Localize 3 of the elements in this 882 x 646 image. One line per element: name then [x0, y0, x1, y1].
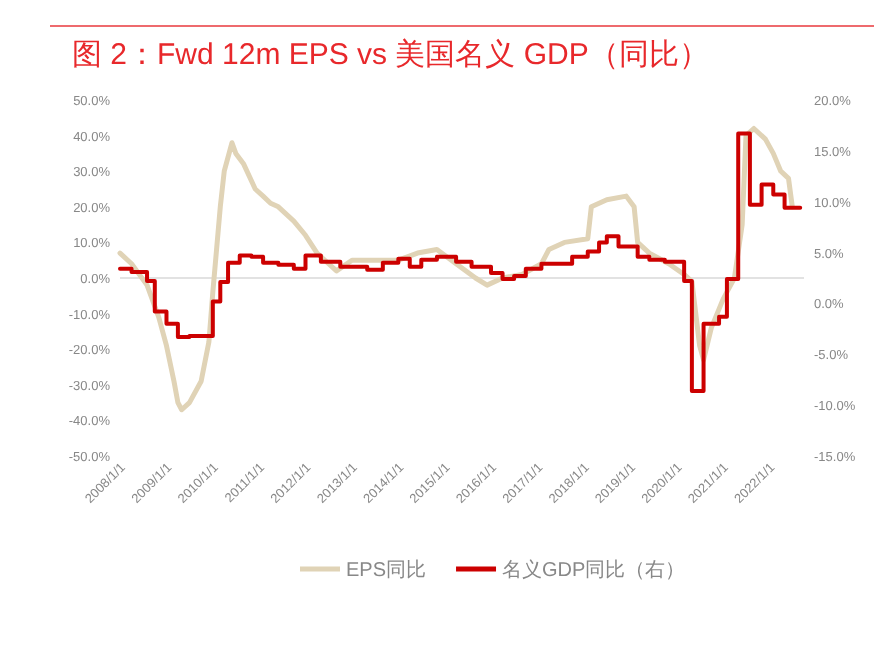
- chart-title: 图 2：Fwd 12m EPS vs 美国名义 GDP（同比）: [72, 38, 709, 72]
- legend-label: EPS同比: [346, 558, 427, 582]
- legend-label: 名义GDP同比（右）: [502, 558, 686, 582]
